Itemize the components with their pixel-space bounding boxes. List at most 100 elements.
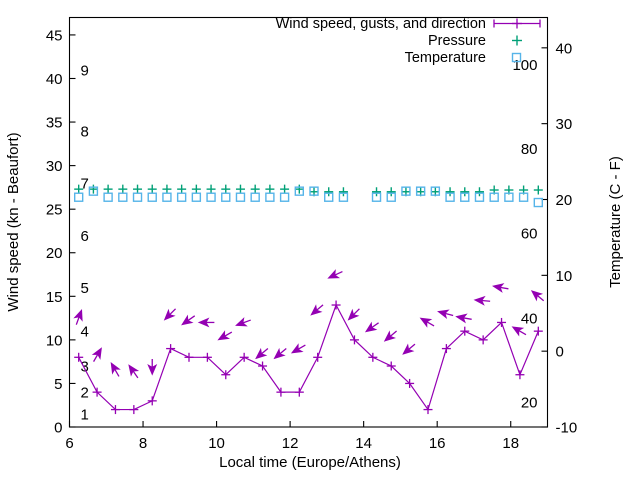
temperature-point — [103, 192, 113, 202]
temperature-point — [118, 192, 128, 202]
temperature-point — [279, 192, 290, 202]
temperature-point — [147, 192, 157, 202]
wind-speed-point — [147, 396, 157, 406]
wind-speed-point — [92, 387, 102, 397]
y-tick-label: 20 — [46, 245, 63, 262]
temperature-point — [401, 186, 411, 196]
beaufort-scale-labels: 1 2 3 4 5 6 7 8 9 — [81, 62, 89, 423]
wind-direction-arrow — [530, 290, 545, 302]
temperature-point — [206, 192, 216, 202]
temperature-point — [338, 192, 349, 202]
pressure-point — [445, 187, 455, 197]
temperature-point — [88, 186, 99, 196]
temperature-point — [294, 186, 305, 196]
temperature-point — [309, 186, 319, 196]
y2-tick-label: 30 — [556, 116, 573, 133]
pressure-point — [147, 184, 157, 194]
pressure-point — [191, 184, 201, 194]
temperature-point — [518, 192, 529, 202]
wind-direction-arrow — [73, 309, 83, 325]
wind-direction-arrow — [437, 309, 454, 320]
temperature-point — [162, 192, 172, 202]
wind-direction-arrow — [383, 330, 398, 342]
wind-speed-point — [239, 352, 249, 362]
pressure-series — [74, 184, 543, 197]
wind-speed-point — [202, 352, 212, 362]
wind-speed-point — [441, 344, 451, 354]
beaufort-level-label: 8 — [81, 123, 89, 140]
wind-speed-point — [515, 370, 525, 380]
temperature-point — [533, 197, 544, 208]
pressure-point — [118, 184, 128, 194]
temperature-point — [504, 192, 514, 202]
beaufort-level-label: 7 — [81, 176, 89, 193]
beaufort-level-label: 5 — [81, 280, 89, 297]
wind-direction-arrow — [235, 317, 251, 327]
temperature-point — [221, 192, 231, 202]
wind-speed-point — [497, 317, 507, 327]
fahrenheit-level-label: 60 — [521, 225, 538, 242]
beaufort-level-label: 9 — [81, 62, 89, 79]
pressure-point — [474, 187, 484, 197]
wind-speed-line — [78, 303, 539, 411]
wind-speed-point — [129, 405, 139, 415]
pressure-point — [250, 184, 260, 194]
y2-axis-title: Temperature (C - F) — [607, 156, 624, 288]
y-tick-label: 5 — [54, 376, 62, 393]
wind-speed-point — [478, 335, 488, 345]
beaufort-level-label: 1 — [81, 406, 89, 423]
wind-speed-point — [423, 405, 433, 415]
wind-direction-arrow — [327, 269, 343, 279]
wind-direction-arrow — [310, 304, 324, 316]
y-tick-label: 15 — [46, 289, 63, 306]
y2-tick-label: 10 — [556, 268, 573, 285]
pressure-point — [460, 187, 470, 197]
wind-speed-point — [276, 387, 286, 397]
wind-speed-point — [110, 405, 120, 415]
pressure-point — [103, 184, 113, 194]
wind-speed-point — [313, 352, 323, 362]
pressure-point — [162, 184, 172, 194]
wind-direction-arrow — [347, 308, 360, 321]
legend-label-wind: Wind speed, gusts, and direction — [276, 16, 486, 32]
temperature-point — [250, 192, 260, 202]
wind-direction-arrow — [290, 343, 306, 354]
wind-speed-point — [184, 352, 194, 362]
temperature-point — [235, 192, 246, 202]
pressure-point — [372, 187, 382, 197]
y-tick-label: 10 — [46, 332, 63, 349]
chart-legend: Wind speed, gusts, and direction Pressur… — [276, 16, 541, 66]
wind-direction-arrows — [73, 269, 545, 379]
pressure-point — [177, 184, 187, 194]
x-tick-label: 14 — [355, 435, 372, 452]
y-axis-title: Wind speed (kn - Beaufort) — [5, 132, 22, 311]
y-tick-label: 30 — [46, 158, 63, 175]
pressure-point — [280, 184, 290, 194]
pressure-point — [221, 184, 231, 194]
plot-frame — [68, 16, 549, 428]
wind-direction-arrow — [163, 308, 177, 321]
wind-direction-arrow — [110, 361, 121, 377]
pressure-point — [533, 185, 543, 195]
temperature-point — [191, 192, 202, 202]
y-tick-label: 45 — [46, 27, 63, 44]
temperature-point — [489, 192, 499, 202]
temperature-point — [386, 192, 396, 202]
fahrenheit-level-label: 20 — [521, 394, 538, 411]
temperature-point — [430, 186, 441, 196]
legend-marker-wind — [493, 18, 541, 29]
temperature-point — [371, 192, 382, 202]
wind-speed-point — [331, 300, 341, 310]
x-tick-label: 8 — [139, 435, 147, 452]
pressure-point — [235, 184, 245, 194]
wind-speed-point — [221, 370, 231, 380]
wind-direction-arrow — [273, 347, 287, 360]
temperature-point — [265, 192, 275, 202]
wind-direction-arrow — [473, 295, 491, 306]
y2-tick-label: -10 — [556, 420, 578, 437]
temperature-series — [73, 186, 544, 208]
bottom-axis-ticks: 6 8 10 12 14 16 18 — [65, 421, 519, 452]
